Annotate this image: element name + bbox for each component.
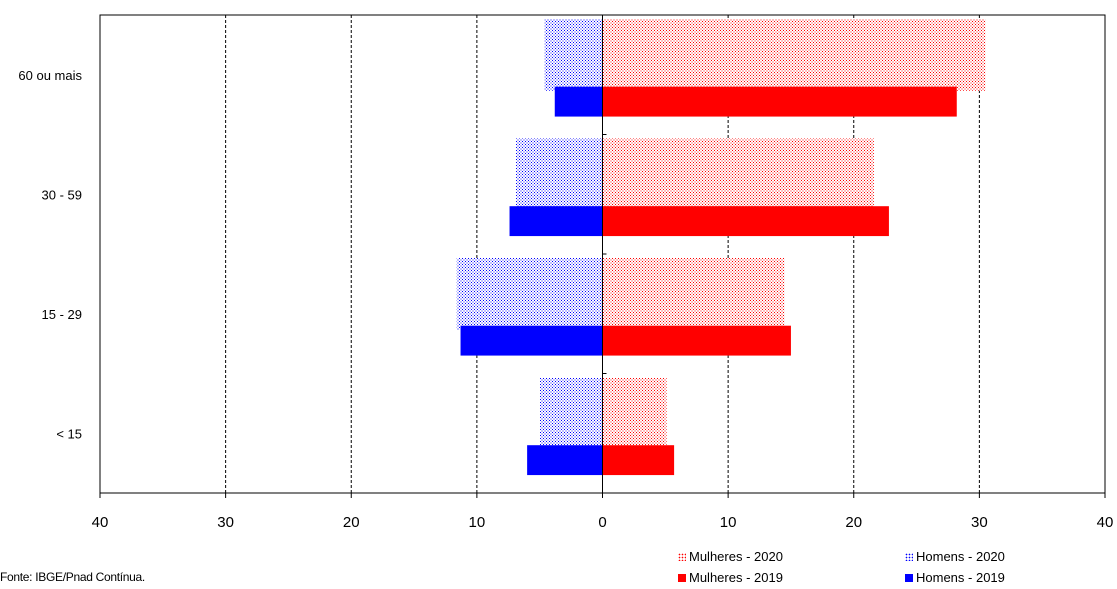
tick-labels: 40 30 20 10 0 10 20 30 40 60 ou mais 30 - 59 15 - 2… (18, 68, 1113, 531)
legend-item-mulheres-2020: Mulheres - 2020 (678, 549, 783, 564)
x-tick-label: 40 (1097, 514, 1114, 531)
x-tick-label: 10 (469, 514, 486, 531)
bar-homens-2019-3 (527, 445, 603, 476)
bar-mulheres-2020-0 (602, 19, 986, 91)
x-tick-label: 20 (845, 514, 862, 531)
bar-mulheres-2019-2 (602, 325, 791, 356)
bar-mulheres-2019-1 (602, 206, 889, 237)
legend-item-homens-2019: Homens - 2019 (905, 570, 1005, 585)
axes (99, 14, 1106, 498)
legend-item-mulheres-2019: Mulheres - 2019 (678, 570, 783, 585)
x-tick-label: 30 (971, 514, 988, 531)
legend-swatch-dotted-blue (905, 552, 913, 561)
bar-homens-2020-1 (515, 138, 603, 211)
category-label: 60 ou mais (18, 68, 82, 83)
x-tick-label: 10 (720, 514, 737, 531)
bar-homens-2019-1 (509, 206, 603, 237)
category-label: 15 - 29 (42, 307, 82, 322)
bar-mulheres-2020-3 (602, 377, 667, 450)
legend-label: Mulheres - 2020 (689, 549, 783, 564)
bar-homens-2020-0 (544, 19, 603, 91)
bar-mulheres-2019-3 (602, 445, 675, 476)
x-tick-label: 0 (598, 514, 606, 531)
bar-homens-2019-0 (554, 86, 603, 117)
legend-label: Homens - 2020 (916, 549, 1005, 564)
bar-homens-2019-2 (460, 325, 603, 356)
category-label: < 15 (56, 426, 82, 441)
source-note: Fonte: IBGE/Pnad Contínua. (0, 570, 145, 584)
legend-item-homens-2020: Homens - 2020 (905, 549, 1005, 564)
legend-label: Mulheres - 2019 (689, 570, 783, 585)
bar-mulheres-2020-2 (602, 258, 785, 330)
legend-swatch-dotted-red (678, 552, 686, 561)
x-tick-label: 40 (92, 514, 109, 531)
bars (456, 19, 986, 476)
bar-homens-2020-2 (456, 258, 603, 330)
legend-swatch-solid-red (678, 573, 686, 582)
category-label: 30 - 59 (42, 187, 82, 202)
legend-swatch-solid-blue (905, 573, 913, 582)
x-tick-label: 30 (217, 514, 234, 531)
x-tick-label: 20 (343, 514, 360, 531)
bar-mulheres-2020-1 (602, 138, 874, 211)
bar-homens-2020-3 (539, 377, 603, 450)
bar-mulheres-2019-0 (602, 86, 957, 117)
legend-label: Homens - 2019 (916, 570, 1005, 585)
